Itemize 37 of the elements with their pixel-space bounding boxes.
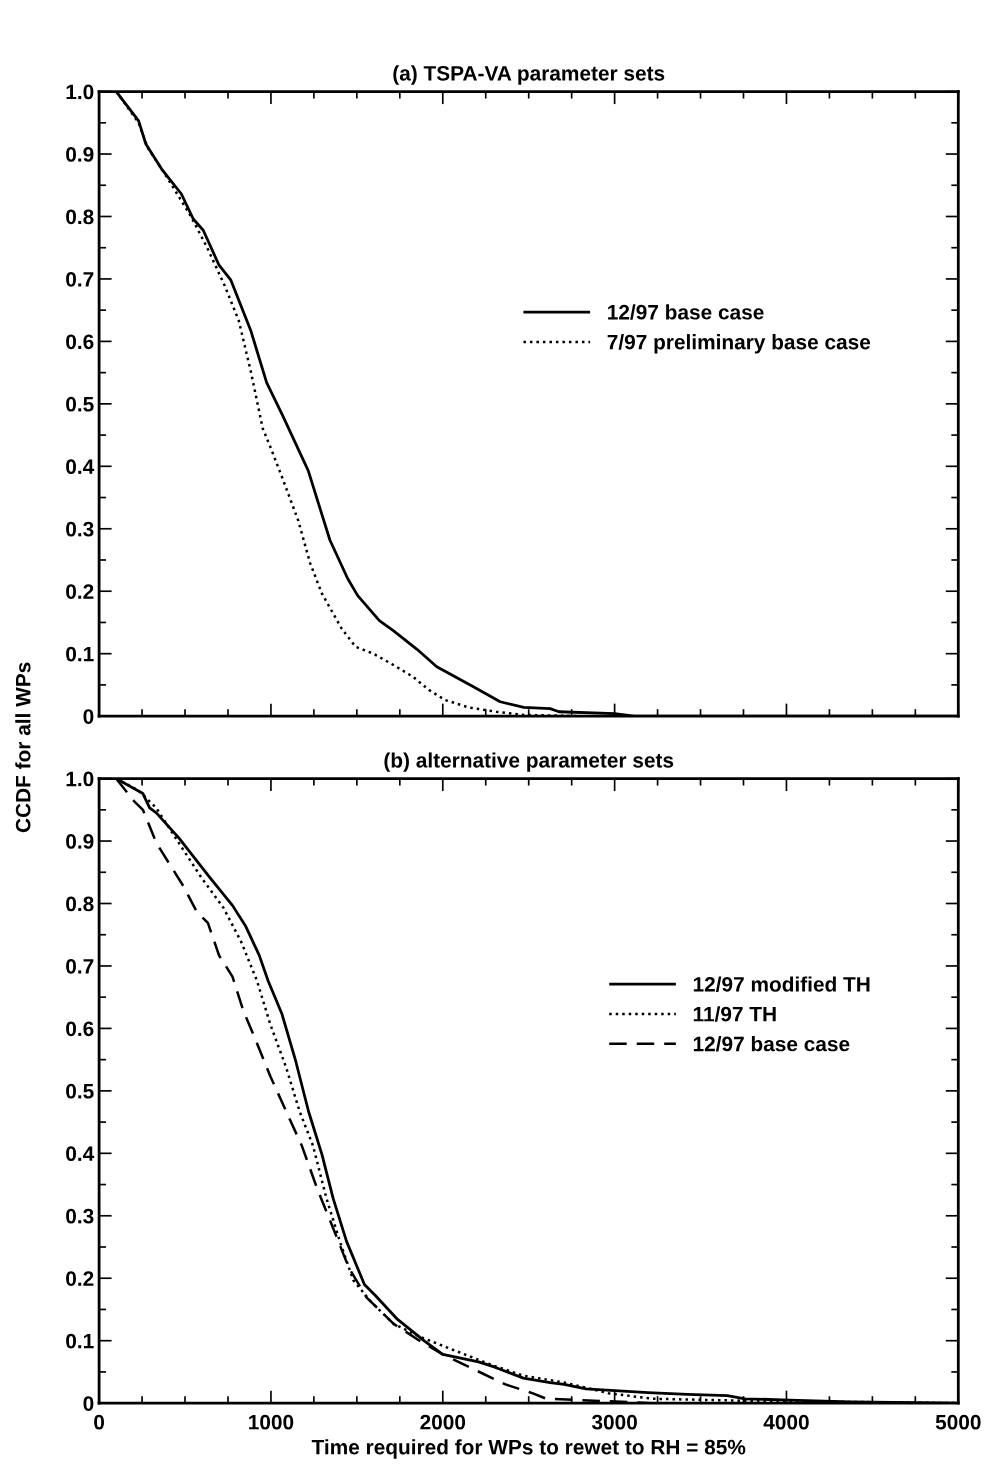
- y-tick-label: 0.7: [66, 958, 94, 974]
- y-tick-label: 1.0: [66, 84, 94, 100]
- y-tick-label: 0.8: [66, 209, 94, 225]
- y-tick-label: 0.5: [66, 1083, 94, 1099]
- x-tick-label: 3000: [591, 1414, 637, 1430]
- y-tick-label: 0.9: [66, 834, 94, 849]
- y-tick-label: 1.0: [66, 771, 94, 787]
- chart-title: (b) alternative parameter sets: [384, 752, 674, 772]
- y-tick-label: 0.3: [66, 1208, 94, 1224]
- y-tick-label: 0.6: [66, 334, 94, 350]
- x-tick-label: 2000: [420, 1414, 466, 1430]
- y-tick-label: 0.3: [66, 521, 94, 537]
- legend-label: 11/97 TH: [693, 1006, 776, 1022]
- y-tick-label: 0.6: [66, 1021, 94, 1037]
- y-tick-label: 0.9: [66, 147, 94, 162]
- x-tick-label: 1000: [249, 1414, 294, 1430]
- legend-label: 7/97 preliminary base case: [607, 334, 871, 354]
- x-tick-label: 5000: [935, 1414, 981, 1430]
- y-tick-label: 0.1: [66, 1333, 94, 1349]
- x-tick-label: 0: [94, 1414, 105, 1430]
- y-tick-label: 0.4: [66, 1146, 95, 1162]
- y-tick-label: 0.7: [66, 271, 94, 287]
- y-tick-label: 0.2: [66, 584, 94, 599]
- legend-label: 12/97 base case: [608, 304, 764, 320]
- legend-label: 12/97 modified TH: [693, 976, 870, 992]
- y-tick-label: 0: [83, 709, 94, 724]
- y-axis-title: CCDF for all WPs: [15, 662, 31, 833]
- y-tick-label: 0: [83, 1396, 94, 1411]
- chart-title: (a) TSPA-VA parameter sets: [393, 65, 665, 85]
- y-tick-label: 0.5: [66, 396, 94, 412]
- legend-label: 12/97 base case: [693, 1036, 850, 1052]
- y-tick-label: 0.2: [66, 1271, 94, 1286]
- y-tick-label: 0.8: [66, 896, 94, 912]
- y-tick-label: 0.1: [66, 646, 94, 662]
- x-tick-label: 4000: [763, 1414, 809, 1430]
- y-tick-label: 0.4: [66, 459, 95, 475]
- x-axis-title: Time required for WPs to rewet to RH = 85%: [311, 1439, 746, 1459]
